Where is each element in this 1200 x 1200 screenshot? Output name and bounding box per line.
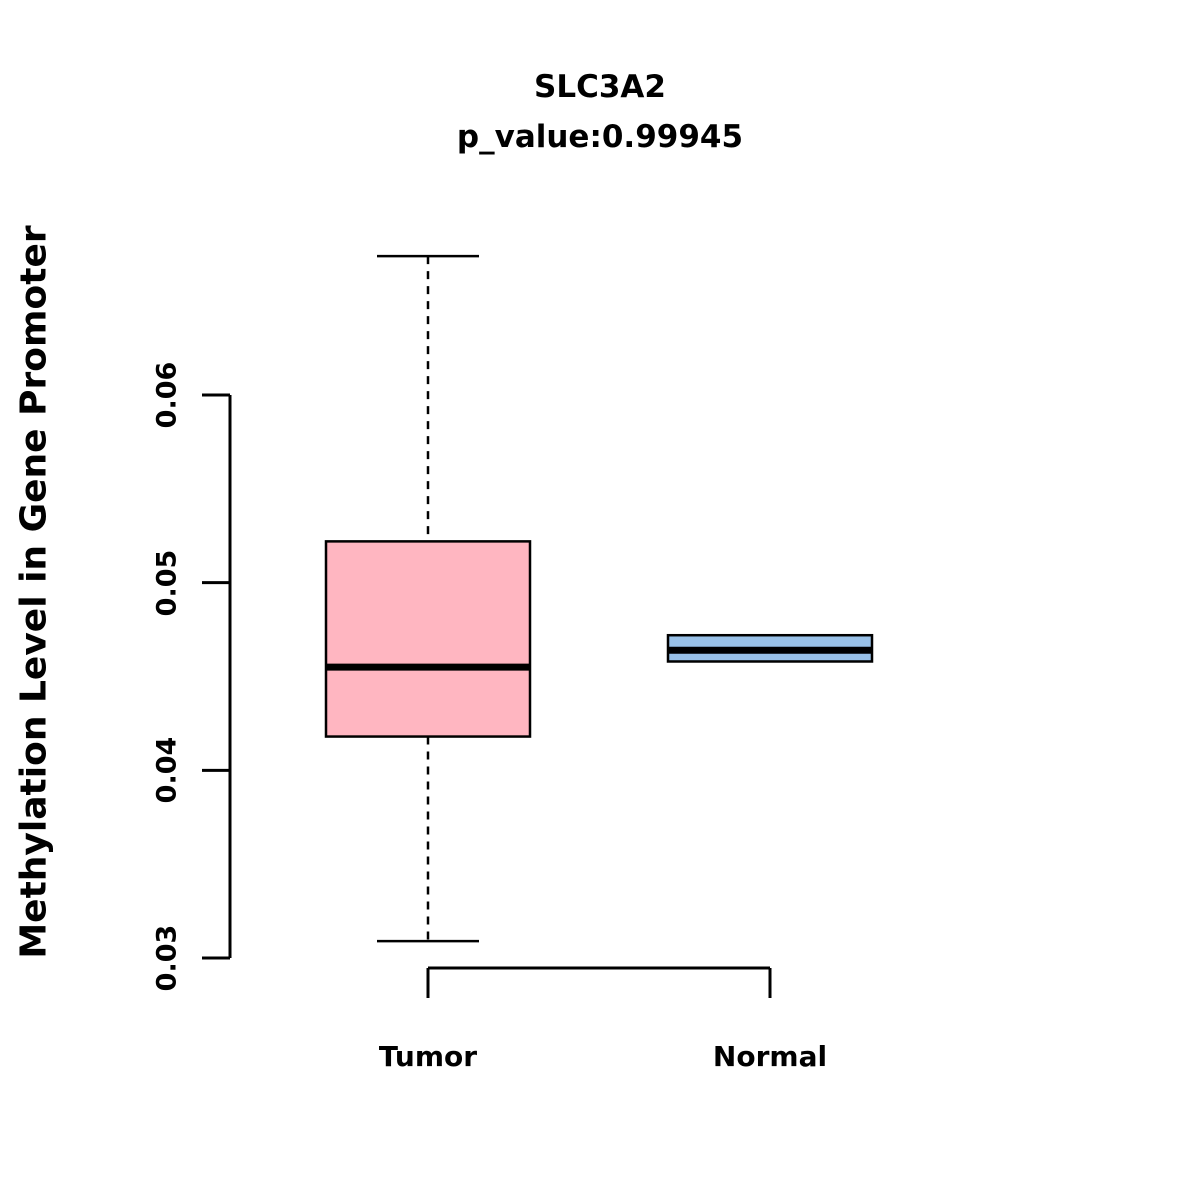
tumor-box	[324, 540, 532, 738]
y-tick-label: 0.04	[151, 737, 183, 804]
y-tick-label: 0.05	[151, 549, 183, 616]
category-label-tumor: Tumor	[378, 1040, 478, 1073]
category-label-normal: Normal	[712, 1040, 828, 1073]
y-tick-label: 0.06	[151, 361, 183, 429]
y-tick-label: 0.03	[151, 924, 183, 992]
chart-subtitle: p_value:0.99945	[456, 119, 744, 155]
chart-title: SLC3A2	[534, 69, 666, 105]
